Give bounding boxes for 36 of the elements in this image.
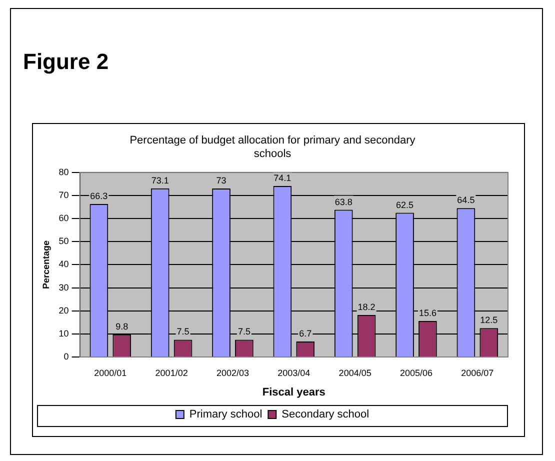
chart-title: Percentage of budget allocation for primary and secondary schools	[130, 134, 416, 160]
y-tick-label: 60	[58, 213, 69, 224]
y-tick-label: 30	[58, 282, 69, 292]
x-tick-label: 2001/02	[155, 368, 188, 378]
y-tick-label: 0	[64, 351, 69, 362]
x-tick-label: 2003/04	[278, 368, 310, 378]
x-tick-label: 2002/03	[216, 368, 250, 378]
data-label: 74.1	[274, 173, 292, 183]
data-label: 64.5	[457, 195, 475, 206]
data-label: 62.5	[396, 200, 414, 210]
x-tick-label: 2000/01	[94, 368, 127, 378]
y-tick-label: 80	[58, 166, 69, 177]
x-tick-label: 2005/06	[400, 368, 433, 378]
data-label: 63.8	[334, 196, 352, 207]
data-label: 12.5	[480, 315, 498, 326]
data-label: 7.5	[238, 326, 250, 337]
y-tick-label: 20	[58, 305, 69, 316]
y-tick-label: 40	[58, 259, 69, 270]
data-label: 7.5	[176, 326, 190, 337]
data-label: 66.3	[90, 190, 108, 201]
data-label: 6.7	[299, 328, 312, 339]
data-label: 73.1	[151, 175, 169, 186]
data-label: 15.6	[418, 308, 436, 318]
x-tick-label: 2006/07	[461, 368, 494, 378]
data-label: 73	[216, 176, 226, 186]
legend-label: Primary school	[189, 408, 262, 421]
caption: Figure 2	[23, 49, 109, 75]
data-label: 18.2	[358, 302, 376, 312]
y-tick-label: 10	[58, 328, 69, 338]
y-tick-label: 70	[58, 190, 69, 200]
legend-label: Secondary school	[282, 408, 370, 421]
x-tick-label: 2004/05	[338, 368, 372, 378]
x-axis-title: Fiscal years	[262, 386, 326, 398]
data-label: 9.8	[116, 321, 128, 332]
y-tick-label: 50	[58, 236, 69, 246]
y-axis-title: Percentage	[40, 240, 51, 289]
